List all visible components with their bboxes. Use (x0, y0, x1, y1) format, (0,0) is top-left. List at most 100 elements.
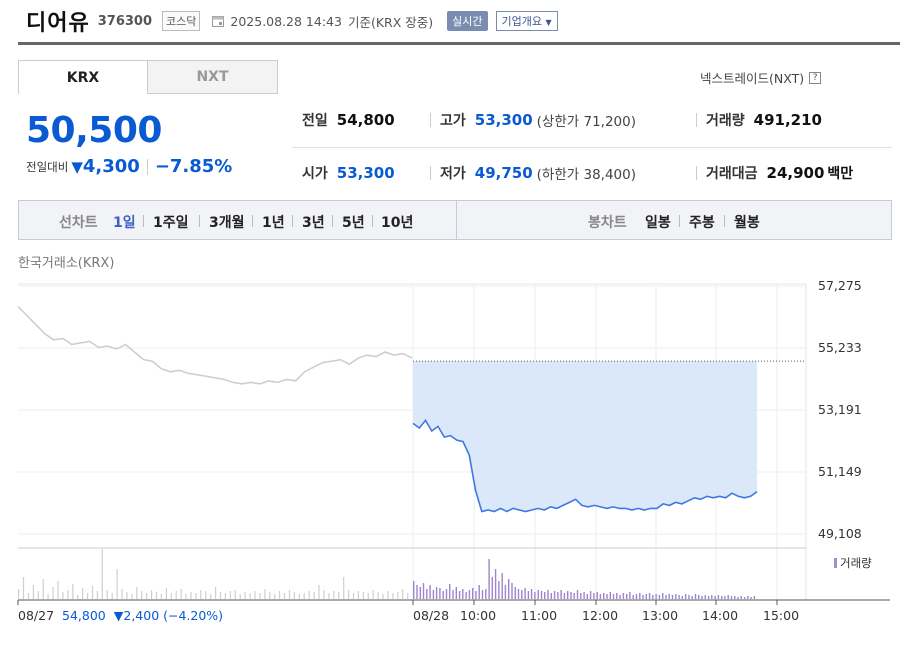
calendar-icon (212, 16, 225, 27)
volume-bar-today (717, 595, 720, 599)
volume-bar-today (635, 594, 638, 599)
volume-bar-prev (67, 590, 69, 599)
period-separator (724, 215, 725, 227)
volume-bar-today (455, 587, 457, 599)
stat-high: 고가 53,300 (상한가 71,200) (440, 110, 636, 130)
change-separator (146, 158, 148, 175)
period-3m[interactable]: 3개월 (209, 215, 245, 231)
volume-bar-prev (210, 594, 212, 599)
period-bar: 선차트 1일 1주일 3개월 1년 3년 5년 10년 봉차트 일봉 주봉 월봉 (18, 200, 892, 240)
volume-bar-today (684, 594, 687, 599)
period-10y[interactable]: 10년 (381, 215, 414, 231)
candle-chart-label: 봉차트 (588, 215, 627, 231)
volume-bar-prev (106, 590, 108, 599)
volume-bar-today (743, 597, 746, 599)
stats-divider (292, 147, 892, 148)
volume-bar-today (435, 587, 438, 599)
help-icon[interactable]: ? (809, 71, 822, 84)
volume-bar-prev (42, 579, 44, 599)
stat-separator (696, 113, 697, 127)
x-tick-label: 11:00 (521, 608, 557, 623)
candle-monthly[interactable]: 월봉 (734, 215, 760, 231)
candle-daily[interactable]: 일봉 (645, 215, 671, 231)
volume-bar-today (432, 590, 435, 599)
tab-krx[interactable]: KRX (18, 60, 148, 94)
volume-bar-today (606, 594, 608, 599)
volume-bar-today (671, 595, 674, 599)
volume-bar-prev (288, 590, 291, 599)
volume-bar-prev (165, 588, 167, 599)
volume-bar-today (583, 592, 585, 599)
volume-bar-today (668, 594, 670, 599)
x-tick-label: 15:00 (763, 608, 799, 623)
volume-bar-prev (264, 589, 266, 599)
period-separator (292, 215, 293, 227)
volume-bar-prev (259, 593, 261, 599)
x-tick-label: 13:00 (642, 608, 678, 623)
stat-open-value: 53,300 (336, 164, 395, 182)
volume-bar-today (485, 589, 487, 599)
volume-bar-today (691, 596, 693, 599)
tab-nxt[interactable]: NXT (147, 60, 278, 94)
down-arrow-icon: ▼ (71, 157, 83, 176)
stat-lower-limit: (하한가 38,400) (536, 167, 636, 183)
volume-bar-today (488, 559, 490, 599)
volume-bar-today (426, 589, 428, 599)
volume-bar-today (442, 591, 444, 599)
period-3y[interactable]: 3년 (302, 215, 325, 231)
stat-low-value: 49,750 (474, 164, 533, 182)
stat-separator (430, 166, 431, 180)
volume-bar-today (560, 590, 562, 599)
volume-bar-prev (215, 587, 217, 599)
period-separator (199, 215, 200, 227)
volume-bar-prev (77, 595, 79, 599)
volume-legend: 거래량 (834, 555, 872, 571)
volume-bar-today (573, 593, 575, 599)
stat-separator (430, 113, 431, 127)
volume-bar-today (593, 593, 595, 599)
volume-bar-today (544, 592, 546, 599)
change-value: 4,300 (82, 156, 140, 177)
period-separator (143, 215, 144, 227)
volume-bar-prev (116, 569, 118, 599)
company-overview-button[interactable]: 기업개요 ▼ (495, 11, 558, 31)
volume-bar-today (494, 569, 497, 599)
candle-weekly[interactable]: 주봉 (689, 215, 715, 231)
nxt-trade-link[interactable]: 넥스트레이드(NXT) ? (700, 68, 822, 87)
today-price-line (412, 419, 758, 513)
period-1w[interactable]: 1주일 (153, 215, 189, 231)
volume-bar-prev (27, 593, 30, 599)
volume-bar-today (714, 596, 716, 599)
realtime-button[interactable]: 실시간 (447, 11, 488, 31)
volume-bar-prev (244, 592, 246, 599)
volume-bar-today (619, 595, 621, 599)
volume-bar-prev (392, 593, 394, 599)
stock-code: 376300 (97, 13, 153, 29)
volume-bar-prev (175, 591, 177, 599)
volume-bar-today (724, 596, 726, 599)
volume-bar-prev (239, 594, 241, 599)
volume-bar-today (468, 590, 471, 599)
volume-bar-today (740, 596, 742, 599)
volume-bar-today (616, 593, 618, 599)
stat-prev: 전일 54,800 (302, 110, 395, 130)
volume-bar-today (681, 596, 683, 599)
volume-bar-prev (338, 592, 340, 599)
volume-bar-today (481, 590, 484, 599)
volume-bar-today (655, 594, 657, 599)
volume-bar-today (747, 596, 749, 599)
period-5y[interactable]: 5년 (342, 215, 365, 231)
volume-bar-today (688, 595, 690, 599)
period-1y[interactable]: 1년 (262, 215, 285, 231)
volume-bar-today (576, 590, 579, 599)
volume-bar-today (570, 592, 572, 599)
market-badge: 코스닥 (162, 11, 201, 31)
volume-bar-today (419, 587, 421, 599)
volume-bar-today (589, 591, 592, 599)
period-1d[interactable]: 1일 (113, 215, 136, 231)
volume-bar-today (599, 594, 602, 599)
period-separator (252, 215, 253, 227)
volume-bar-today (449, 584, 451, 599)
stat-low-label: 저가 (440, 166, 466, 182)
